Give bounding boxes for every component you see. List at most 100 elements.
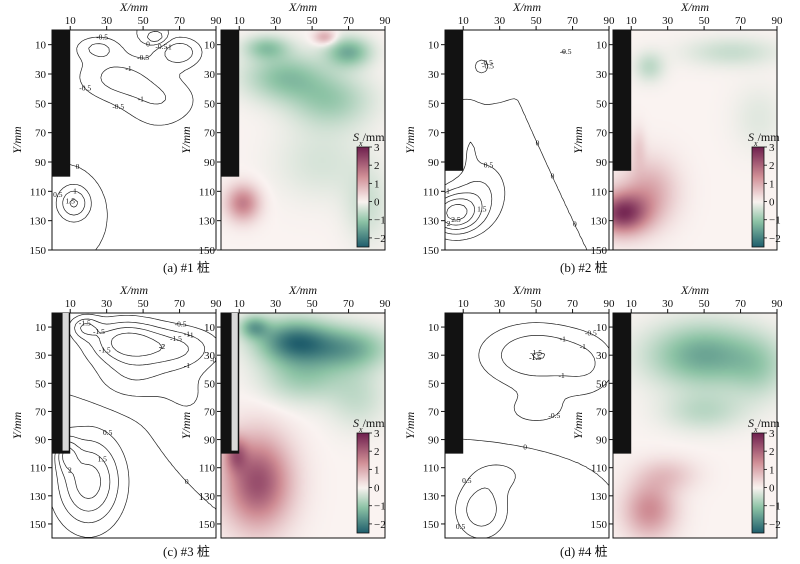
panel-3-contour-x-tick-label: 90 <box>211 298 223 310</box>
panel-3-heatmap-y-tick-label: 50 <box>204 378 216 390</box>
panel-4-contour-x-tick-label: 50 <box>531 298 543 310</box>
panel-3-contour-label: -1.5 <box>79 319 91 328</box>
panel-1-colorbar-tick-label: 0 <box>374 197 380 209</box>
panel-3-contour-label: -0.5 <box>175 319 187 328</box>
panel-2-contour-label: -0.5 <box>482 62 494 71</box>
panel-1-colorbar-label: Sx/mm <box>353 130 385 148</box>
panel-1-heatmap-y-tick-label: 30 <box>204 69 216 81</box>
panel-2-heatmap-x-axis-label: X/mm <box>680 0 709 14</box>
panel-1-contour-x-tick-label: 10 <box>65 15 77 27</box>
panel-1-heatmap-x-tick-label: 50 <box>307 15 319 27</box>
panel-2-heatmap-y-tick-label: 90 <box>596 157 608 169</box>
panel-1-contour-y-tick-label: 30 <box>35 69 47 81</box>
panel-1-colorbar-tick-label: 3 <box>374 142 380 154</box>
panel-1-colorbar-bar <box>356 146 370 248</box>
panel-4-contour-label: -1 <box>558 371 564 380</box>
panel-4-heatmap-x-tick-label: 10 <box>626 298 638 310</box>
panel-3-contour-plot: -1.5-2-1.5-1-1.5-1-2-1.5-0.5-10-0.510.51… <box>52 313 216 538</box>
panel-1-heatmap-y-tick-label: 10 <box>204 40 216 52</box>
panel-1-heatmap-x-tick-label: 90 <box>380 15 392 27</box>
panel-1-contour-label: -0.5 <box>155 42 167 51</box>
panel-1-contour-label: -1 <box>125 64 131 73</box>
panel-3-contour-x-axis-label: X/mm <box>119 283 148 297</box>
panel-1-contour-label: 1.5 <box>66 197 76 206</box>
panel-2-contour-y-tick-label: 130 <box>423 216 440 228</box>
panel-4-heatmap-y-tick-label: 150 <box>591 519 608 531</box>
panel-3-heatmap-x-tick-label: 30 <box>270 298 282 310</box>
panel-2-contour-pile-body <box>445 30 464 171</box>
panel-1-contour-y-tick-label: 90 <box>35 157 47 169</box>
panel-3-heatmap-y-tick-label: 130 <box>199 491 216 503</box>
panel-4-colorbar-bar <box>751 432 765 534</box>
panel-2-heatmap-pile <box>613 30 632 171</box>
panel-3-contour-y-tick-label: 10 <box>35 322 47 334</box>
panel-1-contour-y-tick-label: 70 <box>35 128 47 140</box>
panel-3-heatmap-x-tick-label: 50 <box>307 298 319 310</box>
panel-3-contour-x-tick-label: 10 <box>65 298 77 310</box>
panel-1-contour-pile <box>52 30 71 177</box>
panel-4-contour-label: 0.5 <box>462 476 472 485</box>
panel-2-heatmap-y-tick-label: 150 <box>591 245 608 257</box>
panel-3-contour-y-tick-label: 130 <box>30 491 47 503</box>
panel-2-contour-label: 0 <box>536 139 540 148</box>
panel-4-heatmap-pile <box>613 313 632 454</box>
panel-2-contour-x-tick-label: 30 <box>494 15 506 27</box>
panel-1-contour-x-tick-label: 90 <box>211 15 223 27</box>
panel-4-contour-x-tick-label: 30 <box>494 298 506 310</box>
panel-3-contour-y-tick-label: 90 <box>35 435 47 447</box>
panel-3-colorbar-tick-label: −1 <box>374 501 386 513</box>
panel-2-contour-pile <box>445 30 464 171</box>
panel-3-caption: (c) #3 桩 <box>163 544 210 559</box>
panel-3-heatmap-x-axis-label: X/mm <box>288 283 317 297</box>
panel-2-heatmap-raster <box>613 30 777 250</box>
panel-2-colorbar-tick-label: 2 <box>769 160 775 172</box>
panel-2-contour-y-tick-label: 150 <box>423 245 440 257</box>
panel-3-contour-y-tick-label: 50 <box>35 378 47 390</box>
panel-1-heatmap-y-axis-label: Y/mm <box>179 126 193 154</box>
panel-2-heatmap-x-tick-label: 70 <box>735 15 747 27</box>
panel-3-contour-y-tick-label: 30 <box>35 350 47 362</box>
panel-3-contour-x-tick-label: 30 <box>101 298 113 310</box>
panel-3-colorbar-tick-label: −2 <box>374 519 386 531</box>
panel-3-heatmap-y-tick-label: 70 <box>204 406 216 418</box>
panel-3-contour-x-tick-label: 70 <box>174 298 186 310</box>
panel-4-contour-label: 0.5 <box>456 522 466 531</box>
panel-1-colorbar-tick-label: −1 <box>374 215 386 227</box>
panel-3-contour-label: -2 <box>159 342 165 351</box>
panel-1-heatmap-x-axis-label: X/mm <box>288 0 317 14</box>
panel-4-heatmap-y-tick-label: 30 <box>596 350 608 362</box>
panel-4-colorbar-tick-label: 0 <box>769 483 775 495</box>
panel-3-contour-y-tick-label: 70 <box>35 406 47 418</box>
panel-3-colorbar: 3 2 1 0 −1 −2 Sx/mm <box>353 416 386 534</box>
panel-3-heatmap-x-tick-label: 70 <box>343 298 355 310</box>
panel-3-contour-pile <box>52 313 71 454</box>
panel-2-heatmap-y-tick-label: 30 <box>596 69 608 81</box>
panel-1-contour-pile-body <box>52 30 71 177</box>
panel-2-contour-label: 1 <box>446 186 450 195</box>
panel-2-colorbar-label: Sx/mm <box>748 130 780 148</box>
panel-1-contour-x-tick-label: 30 <box>101 15 113 27</box>
panel-1-contour-x-tick-label: 50 <box>138 15 150 27</box>
panel-3-colorbar-tick-label: 0 <box>374 483 380 495</box>
panel-4-heatmap-x-tick-label: 30 <box>662 298 674 310</box>
panel-1-contour-y-tick-label: 150 <box>30 245 47 257</box>
panel-2-contour-x-axis-label: X/mm <box>512 0 541 14</box>
panel-3-contour-label: 1.5 <box>98 454 108 463</box>
panel-4-colorbar-tick-label: −1 <box>769 501 781 513</box>
panel-2-contour-x-tick-label: 70 <box>567 15 579 27</box>
panel-3-contour-label: -1 <box>184 329 190 338</box>
panel-4-colorbar: 3 2 1 0 −1 −2 Sx/mm <box>748 416 781 534</box>
panel-1-heatmap-y-tick-label: 150 <box>199 245 216 257</box>
panel-2-heatmap-x-tick-label: 90 <box>772 15 784 27</box>
panel-3-contour-label: -1.5 <box>99 346 111 355</box>
panel-2-contour-label: -0.5 <box>560 47 572 56</box>
panel-3-contour-label: -1.5 <box>170 334 182 343</box>
panel-3-contour-label: 0 <box>185 477 189 486</box>
panel-4-heatmap-x-axis-label: X/mm <box>680 283 709 297</box>
panel-3-contour-label: -1.5 <box>93 327 105 336</box>
panel-1-heatmap-y-tick-label: 110 <box>199 186 216 198</box>
